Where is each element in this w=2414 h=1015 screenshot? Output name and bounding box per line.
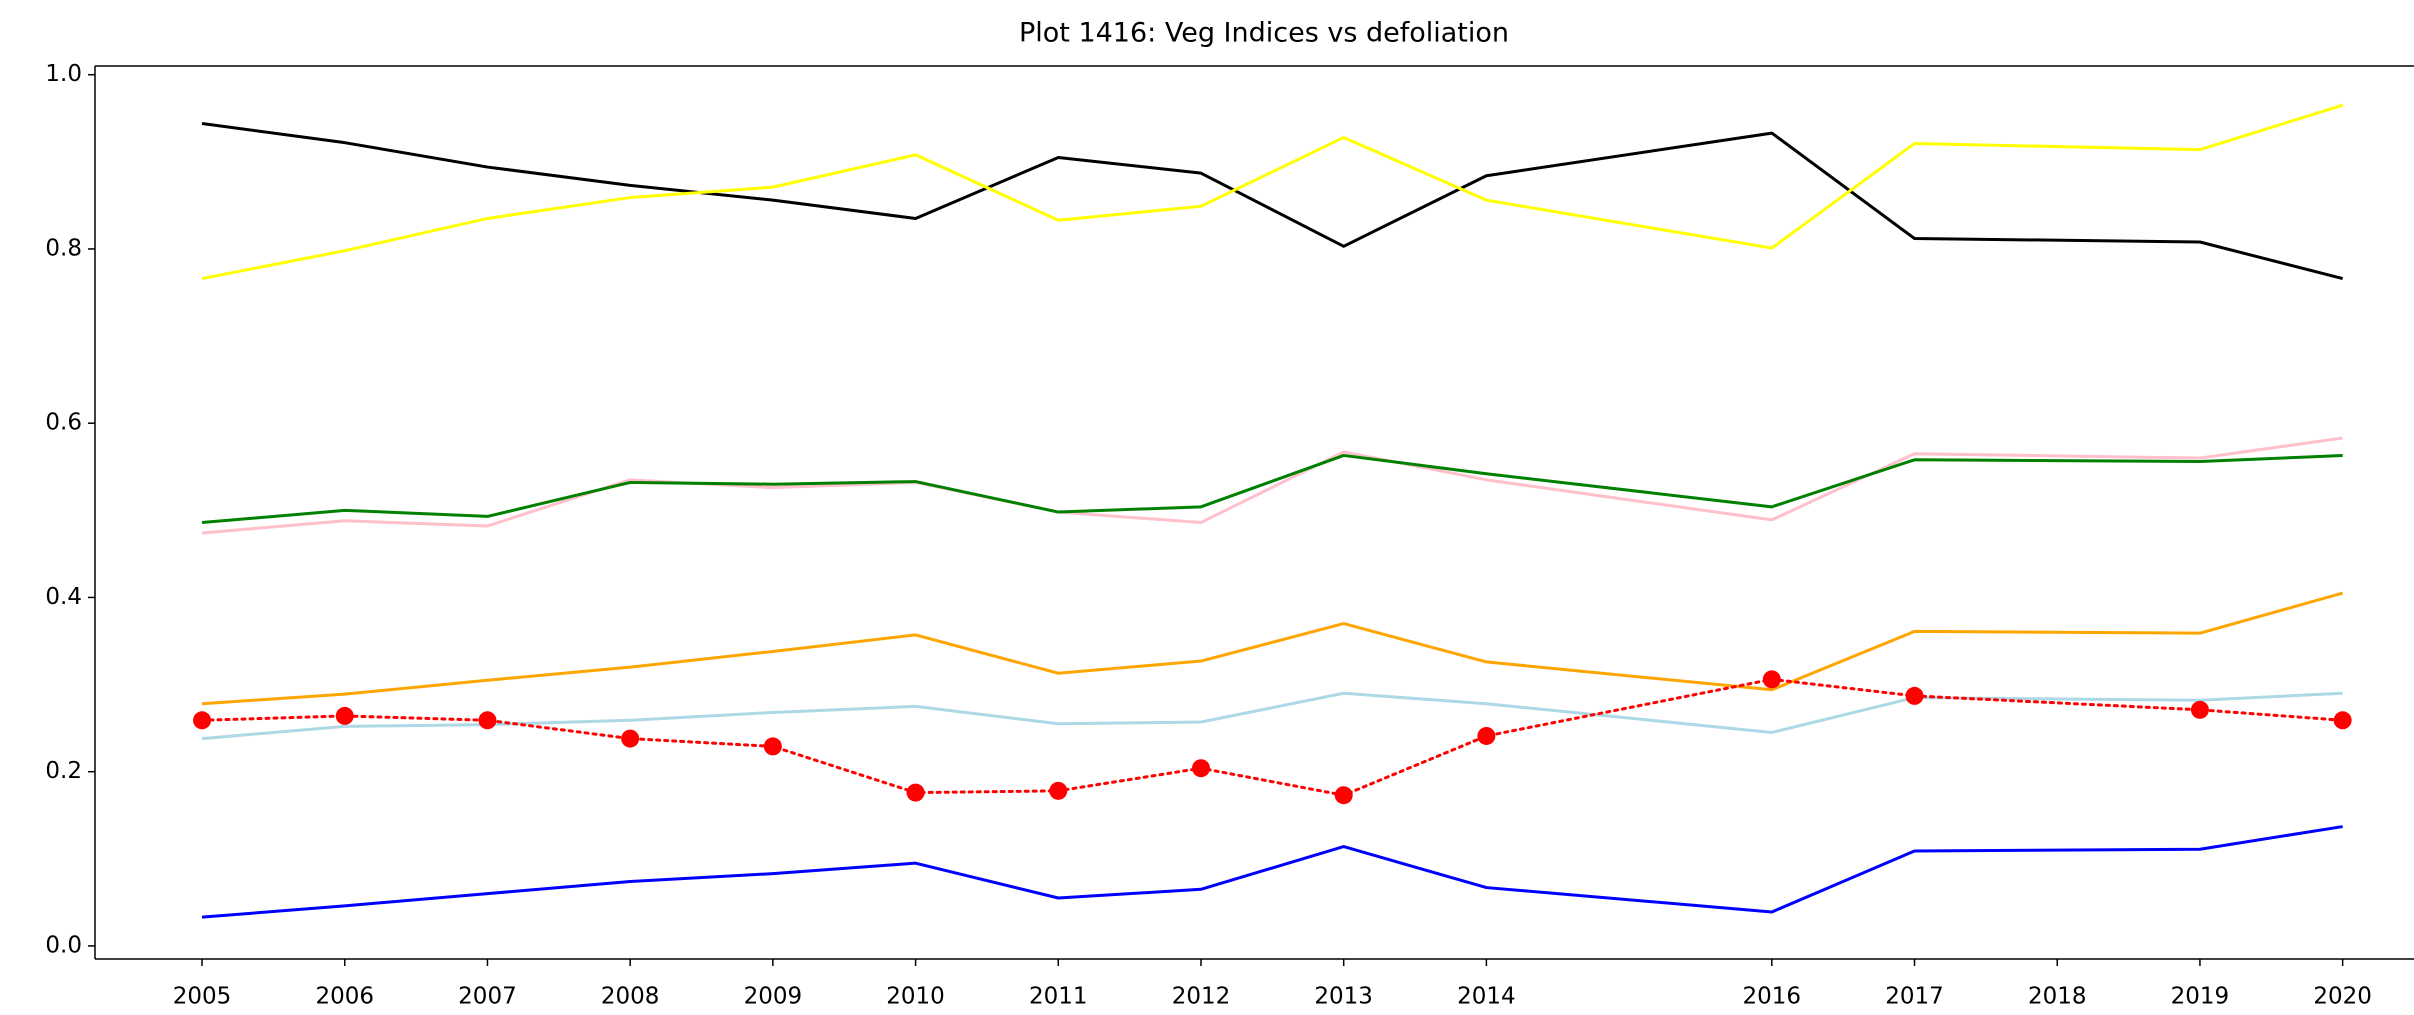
y-tick-label: 0.6: [45, 410, 82, 436]
x-tick-label: 2006: [315, 984, 374, 1010]
series-marker: [2333, 711, 2352, 730]
series-marker: [621, 729, 640, 748]
y-tick-label: 0.0: [45, 932, 82, 958]
series-marker: [763, 737, 782, 756]
x-tick-label: 2008: [601, 984, 660, 1010]
x-tick-label: 2017: [1885, 984, 1944, 1010]
x-tick-label: 2016: [1743, 984, 1802, 1010]
x-tick-label: 2019: [2171, 984, 2230, 1010]
series-line: [201, 103, 2344, 281]
series-marker: [1334, 786, 1353, 805]
series-marker: [2190, 700, 2209, 719]
series-marker: [1762, 670, 1781, 689]
series-marker: [335, 706, 354, 725]
series-marker: [193, 711, 212, 730]
chart-title: Plot 1416: Veg Indices vs defoliation: [1019, 18, 1509, 49]
series-line: [201, 122, 2344, 281]
x-tick-label: 2005: [173, 984, 232, 1010]
y-tick-label: 0.4: [45, 584, 82, 610]
series-line: [201, 453, 2343, 525]
x-tick-label: 2013: [1314, 984, 1373, 1010]
y-tick-label: 1.0: [45, 61, 82, 87]
series-line: [201, 591, 2344, 706]
x-tick-label: 2007: [458, 984, 517, 1010]
series-line: [201, 691, 2343, 741]
x-tick-label: 2012: [1172, 984, 1231, 1010]
x-tick-label: 2020: [2313, 984, 2372, 1010]
x-tick-label: 2009: [744, 984, 803, 1010]
y-tick-label: 0.8: [45, 235, 82, 261]
x-tick-label: 2018: [2028, 984, 2087, 1010]
series-marker: [1049, 781, 1068, 800]
x-tick-label: 2014: [1457, 984, 1516, 1010]
series-marker: [478, 711, 497, 730]
series-marker: [1477, 726, 1496, 745]
x-tick-label: 2010: [886, 984, 945, 1010]
series-marker: [1191, 759, 1210, 778]
series-line: [201, 436, 2343, 535]
x-tick-label: 2011: [1029, 984, 1088, 1010]
series-marker: [1905, 686, 1924, 705]
y-tick-label: 0.2: [45, 758, 82, 784]
series-marker: [906, 783, 925, 802]
series-line: [200, 677, 2345, 797]
series-line: [201, 825, 2343, 919]
